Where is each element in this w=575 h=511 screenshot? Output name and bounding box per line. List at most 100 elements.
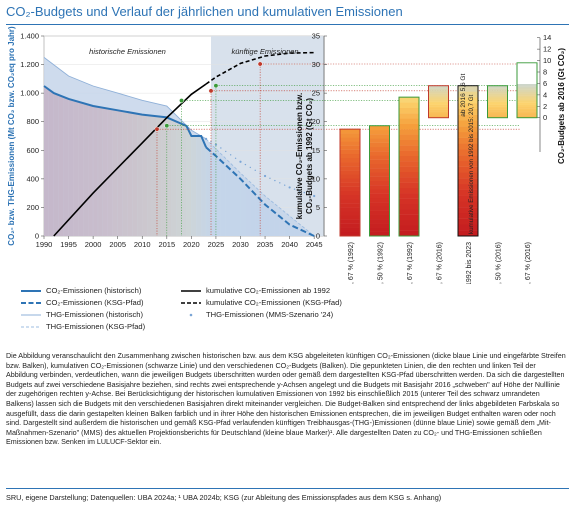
bar-stack-segment — [428, 105, 449, 107]
bar-stack-segment — [487, 96, 508, 99]
bar-stack-segment — [458, 172, 478, 179]
bar-category-label: 1,75 °C, 67 % (2016) — [524, 242, 532, 284]
bar-stack-segment — [369, 129, 390, 135]
bar-stack-segment — [517, 106, 537, 108]
bar-stack-segment — [428, 96, 449, 99]
bar-stack-segment — [399, 129, 419, 135]
bar-stack-segment — [369, 206, 390, 211]
thg-mms-dot — [284, 184, 286, 186]
thg-mms-dot — [225, 150, 227, 153]
bar-category-label: kumulative Emissionen von 1992 bis 2023 — [466, 242, 473, 284]
bar-stack-segment — [369, 193, 390, 199]
bar-stack-segment — [340, 129, 360, 134]
bar-stack-segment — [340, 157, 360, 163]
x-tick-label: 2040 — [281, 240, 298, 249]
bar-stack-segment — [369, 163, 390, 169]
thg-mms-dot — [220, 147, 222, 149]
budget-bar — [487, 85, 508, 119]
bar-stack-segment — [458, 103, 478, 110]
bar-stack-segment — [399, 166, 419, 173]
bar-stack-segment — [458, 108, 478, 115]
bar-stack-segment — [458, 195, 478, 202]
legend-swatch — [189, 313, 193, 316]
bar-stack-segment — [369, 231, 390, 237]
bar-stack-segment — [458, 183, 478, 190]
bar-stack-segment — [517, 89, 537, 91]
bar-stack-segment — [369, 134, 390, 139]
bar-stack-segment — [517, 90, 537, 92]
bar-stack-segment — [399, 107, 419, 114]
bar-stack-segment — [399, 225, 419, 231]
series-lines — [43, 51, 316, 237]
bar-stack-segment — [428, 111, 449, 113]
bar-stack-segment — [487, 91, 508, 94]
legend-item: CO₂-Emissionen (KSG-Pfad) — [20, 297, 143, 308]
thg-mms-dot — [210, 141, 212, 143]
legend-swatch — [21, 314, 41, 315]
bar-stack-segment — [369, 172, 390, 177]
bar-stack-segment — [399, 214, 419, 221]
axis-2016-tick-label: 2 — [543, 102, 547, 111]
bar-stack-segment — [399, 118, 419, 125]
right-tick-label: 20 — [312, 117, 320, 126]
bar-stack-segment — [428, 110, 449, 112]
budget-bar — [339, 128, 361, 237]
bar-stack-segment — [487, 88, 508, 90]
bar-stack-segment — [458, 207, 478, 214]
bar-stack-segment — [340, 211, 360, 216]
right-axis-title-line2: CO₂-Budgets ab 1992 (Gt CO₂) — [305, 98, 314, 214]
bar-stack-segment — [399, 97, 419, 103]
bar-stack-segment — [487, 114, 508, 116]
bar-stack-segment — [517, 85, 537, 87]
bar-stack-segment — [340, 141, 360, 146]
bar-stack-segment — [458, 91, 478, 98]
left-tick-label: 400 — [26, 174, 39, 183]
bar-stack-segment — [487, 89, 508, 91]
bar-stack-segment — [340, 186, 360, 191]
bar-stack-segment — [369, 151, 390, 156]
bar-stack-segment — [369, 155, 390, 160]
bar-stack-segment — [458, 201, 478, 208]
left-axis-title: CO₂- bzw. THG-Emissionen (Mt CO₂ bzw. CO… — [7, 26, 16, 246]
axis-2016-tick-label: 8 — [543, 68, 547, 77]
bar-stack-segment — [399, 219, 419, 226]
bar-stack-segment — [428, 116, 449, 118]
legend-label: kumulative CO₂-Emissionen (KSG-Pfad) — [206, 298, 342, 307]
co2-historic-line — [43, 85, 208, 148]
bar-stack-segment — [369, 142, 390, 148]
bar-stack-segment — [428, 95, 449, 97]
bar-stack-segment — [340, 215, 360, 220]
bar-stack-segment — [458, 160, 478, 167]
x-tick-label: 2015 — [158, 240, 175, 249]
caption: Die Abbildung veranschaulicht den Zusamm… — [6, 352, 566, 447]
source-rule — [6, 488, 569, 489]
bar-stack-segment — [517, 115, 537, 117]
bar-stack-segment — [517, 108, 537, 111]
budget-bar-remainder — [517, 63, 537, 84]
axis-2016-title: CO₂-Budgets ab 2016 (Gt CO₂) — [557, 48, 566, 164]
thg-mms-dot — [215, 143, 217, 146]
bar-stack-segment — [487, 111, 508, 113]
left-tick-label: 800 — [26, 117, 39, 126]
bar-stack-segment — [428, 99, 449, 101]
bar-stack-segment — [517, 104, 537, 107]
legend-label: kumulative CO₂-Emissionen ab 1992 — [206, 286, 331, 295]
bar-stack-segment — [517, 116, 537, 118]
thg-mms-dot — [293, 188, 296, 190]
legend-item: THG-Emissionen (MMS-Szenario '24) — [180, 309, 333, 320]
right-tick-label: 30 — [312, 60, 320, 69]
thg-mms-dot — [244, 163, 247, 166]
bar-stack-segment — [340, 166, 360, 171]
bar-stack-segment — [517, 102, 537, 104]
x-tick-label: 2035 — [257, 240, 274, 249]
bar-stack-segment — [487, 102, 508, 105]
bar-stack-segment — [428, 90, 449, 93]
bar-stack-segment — [458, 85, 478, 92]
bar-stack-segment — [399, 177, 419, 183]
bar-stack-segment — [369, 180, 390, 186]
bar-stack-segment — [399, 203, 419, 210]
thg-ksg-line — [205, 138, 315, 237]
bar-stack-segment — [458, 212, 478, 219]
bar-stack-segment — [458, 166, 478, 173]
